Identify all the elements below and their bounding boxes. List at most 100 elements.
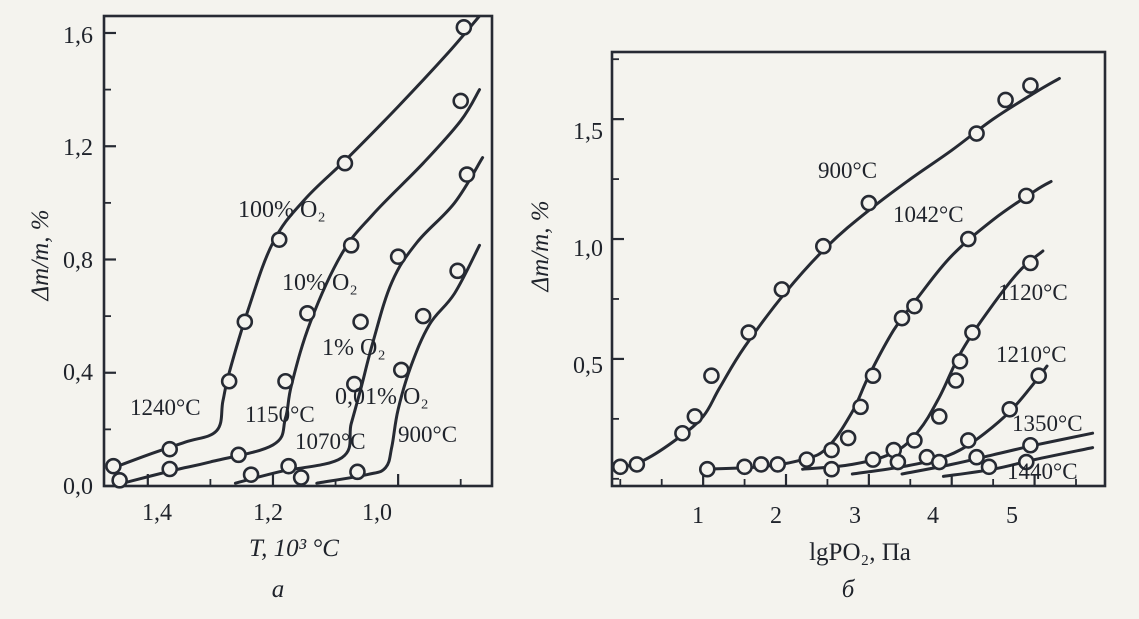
temp-label-1070: 1070°C <box>295 429 366 454</box>
series-label-1350: 1350°C <box>1012 411 1083 436</box>
b-data-point <box>906 297 923 315</box>
a-ytick-label: 1,6 <box>63 23 93 49</box>
a-ytick-label: 0,4 <box>63 360 93 386</box>
panel-a-label: а <box>272 576 285 603</box>
a-data-point <box>230 446 247 464</box>
panel-b-label: б <box>842 576 856 603</box>
b-data-point <box>839 429 857 447</box>
a-data-point <box>242 466 260 483</box>
b-xtick-label: 1 <box>692 503 704 529</box>
b-data-point <box>1017 187 1035 205</box>
series-label-1120: 1120°C <box>998 280 1068 305</box>
temp-label-900: 900°C <box>398 422 457 447</box>
a-data-point <box>220 372 238 390</box>
b-data-point <box>968 448 985 466</box>
series-label-900: 900°C <box>818 158 877 183</box>
b-data-point <box>947 372 965 389</box>
b-data-point <box>823 441 840 459</box>
b-data-point <box>798 451 816 468</box>
b-data-point <box>1022 254 1039 272</box>
b-data-point <box>964 324 981 341</box>
b-data-point <box>930 408 948 425</box>
b-data-point <box>1030 367 1048 385</box>
b-data-point <box>997 91 1014 109</box>
b-xtick-label: 4 <box>927 503 939 529</box>
b-data-point <box>959 230 977 248</box>
a-data-point <box>105 457 122 475</box>
a-data-point <box>346 375 363 393</box>
a-ytick-label: 0,8 <box>63 248 93 274</box>
a-xtick-label: 1,2 <box>253 500 283 526</box>
b-ytick-label: 1,5 <box>573 119 603 145</box>
panel-b-marks <box>611 58 1095 486</box>
b-data-point <box>823 460 840 478</box>
a-series-line-3 <box>315 243 481 485</box>
b-ytick-label: 0,5 <box>573 353 603 379</box>
b-data-point <box>968 125 985 142</box>
b-data-point <box>906 432 923 449</box>
a-data-point <box>277 372 294 390</box>
b-data-point <box>980 458 998 476</box>
a-data-point <box>280 457 297 475</box>
series-label-1210: 1210°C <box>996 342 1067 367</box>
b-data-point <box>1022 77 1039 94</box>
panel-b-frame <box>610 50 1107 488</box>
series-label-1042: 1042°C <box>893 202 964 227</box>
a-data-point <box>236 313 254 331</box>
b-data-point <box>864 451 882 468</box>
b-xtick-label: 3 <box>849 503 861 529</box>
a-data-point <box>414 307 432 325</box>
b-data-point <box>1022 436 1039 454</box>
b-data-point <box>930 453 948 471</box>
a-ytick-label: 1,2 <box>63 135 93 161</box>
series-label-1pct: 1% O₂ <box>322 335 386 361</box>
b-ytick-label: 1,0 <box>573 236 603 262</box>
b-xtick-label: 5 <box>1006 503 1018 529</box>
series-label-1440: 1440°C <box>1007 459 1078 484</box>
b-data-point <box>686 408 704 425</box>
b-data-point <box>698 460 716 478</box>
b-data-point <box>951 353 969 370</box>
series-label-10pct: 10% O₂ <box>282 270 358 296</box>
temp-label-1240: 1240°C <box>130 395 201 420</box>
b-xtick-label: 2 <box>770 503 782 529</box>
a-data-point <box>161 460 179 478</box>
b-data-point <box>893 309 911 327</box>
b-data-point <box>1001 400 1019 418</box>
b-series-line-1 <box>701 180 1053 471</box>
panel-b: 0,5 1,0 1,5 1 2 3 4 5 Δm/m, % lgPO₂, Па … <box>527 50 1107 603</box>
a-x-axis-label: T, 10³ °C <box>249 535 339 562</box>
a-y-axis-label: Δm/m, % <box>27 209 54 301</box>
a-data-point <box>336 154 354 172</box>
b-data-point <box>959 432 977 449</box>
series-label-100pct: 100% O₂ <box>238 197 326 223</box>
b-data-point <box>674 424 691 442</box>
a-data-point <box>292 469 310 486</box>
b-data-point <box>889 453 907 471</box>
a-ytick-label: 0,0 <box>63 474 93 500</box>
panel-a: 1,6 1,2 0,8 0,4 0,0 1,4 1,2 1,0 Δm/m, % … <box>27 14 494 603</box>
b-data-point <box>860 194 878 212</box>
a-data-point <box>389 248 407 265</box>
a-xtick-label: 1,0 <box>362 500 392 526</box>
a-xtick-label: 1,4 <box>142 500 172 526</box>
b-data-point <box>740 324 758 341</box>
a-series-line-1 <box>121 88 481 485</box>
a-data-point <box>392 361 410 379</box>
b-data-point <box>703 367 720 385</box>
a-data-point <box>458 166 476 183</box>
b-data-point <box>1017 453 1035 471</box>
panel-a-marks <box>104 16 485 489</box>
a-data-point <box>352 313 369 331</box>
a-data-point <box>455 19 473 36</box>
a-series-line-0 <box>108 16 481 471</box>
b-data-point <box>814 237 832 255</box>
a-data-point <box>111 472 128 489</box>
b-data-point <box>852 398 869 416</box>
b-data-point <box>611 458 629 476</box>
series-label-0-01pct: 0,01% O₂ <box>335 384 429 410</box>
a-data-point <box>299 304 316 322</box>
a-data-point <box>270 231 288 248</box>
